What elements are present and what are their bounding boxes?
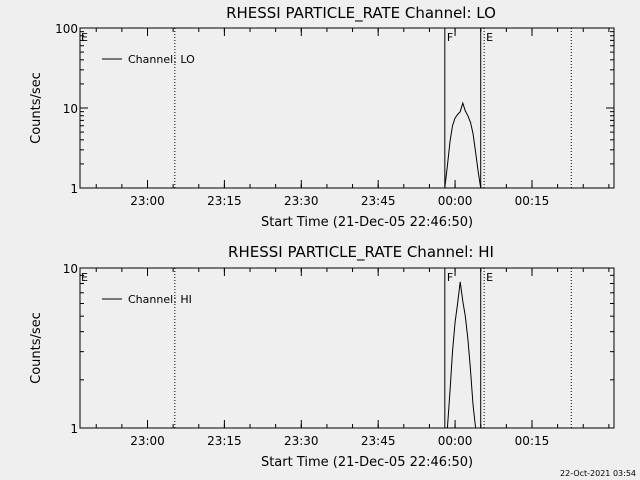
- x-tick-label: 00:00: [438, 434, 473, 448]
- marker-label: E: [486, 271, 493, 284]
- plot-frame: [79, 267, 615, 429]
- marker-label: F: [447, 31, 453, 44]
- series-line: [446, 281, 477, 429]
- legend-label: Channel: HI: [128, 293, 192, 306]
- y-axis-label: Counts/sec: [29, 72, 44, 144]
- y-tick-label: 100: [55, 22, 78, 36]
- y-tick-label: 10: [63, 102, 78, 116]
- y-tick-label: 1: [70, 422, 78, 436]
- chart-panel-hi: RHESSI PARTICLE_RATE Channel: HI 23:00 23:…: [29, 243, 615, 470]
- marker-label: E: [486, 31, 493, 44]
- y-tick-label: 10: [63, 262, 78, 276]
- x-tick-label: 23:45: [361, 194, 396, 208]
- x-axis-label: Start Time (21-Dec-05 22:46:50): [261, 215, 473, 230]
- corner-marker-label: E: [81, 31, 88, 44]
- x-tick-label: 00:15: [515, 434, 550, 448]
- x-tick-label: 23:15: [207, 194, 242, 208]
- x-tick-label: 00:00: [438, 194, 473, 208]
- plot-frame: [79, 27, 615, 189]
- x-tick-label: 23:30: [284, 194, 319, 208]
- chart-panel-lo: RHESSI PARTICLE_RATE Channel: LO 23:00 23:…: [29, 4, 615, 230]
- x-tick-label: 23:00: [130, 434, 165, 448]
- x-tick-label: 23:00: [130, 194, 165, 208]
- y-tick-label: 1: [70, 182, 78, 196]
- x-tick-label: 23:30: [284, 434, 319, 448]
- chart-title: RHESSI PARTICLE_RATE Channel: LO: [226, 4, 496, 23]
- x-tick-label: 00:15: [515, 194, 550, 208]
- corner-marker-label: E: [81, 271, 88, 284]
- series-line: [444, 101, 482, 189]
- x-tick-label: 23:15: [207, 434, 242, 448]
- x-tick-label: 23:45: [361, 434, 396, 448]
- footer-timestamp: 22-Oct-2021 03:54: [560, 469, 636, 478]
- legend-label: Channel: LO: [128, 53, 195, 66]
- y-axis-label: Counts/sec: [29, 312, 44, 384]
- x-axis-label: Start Time (21-Dec-05 22:46:50): [261, 455, 473, 470]
- chart-title: RHESSI PARTICLE_RATE Channel: HI: [228, 243, 494, 262]
- marker-label: F: [447, 271, 453, 284]
